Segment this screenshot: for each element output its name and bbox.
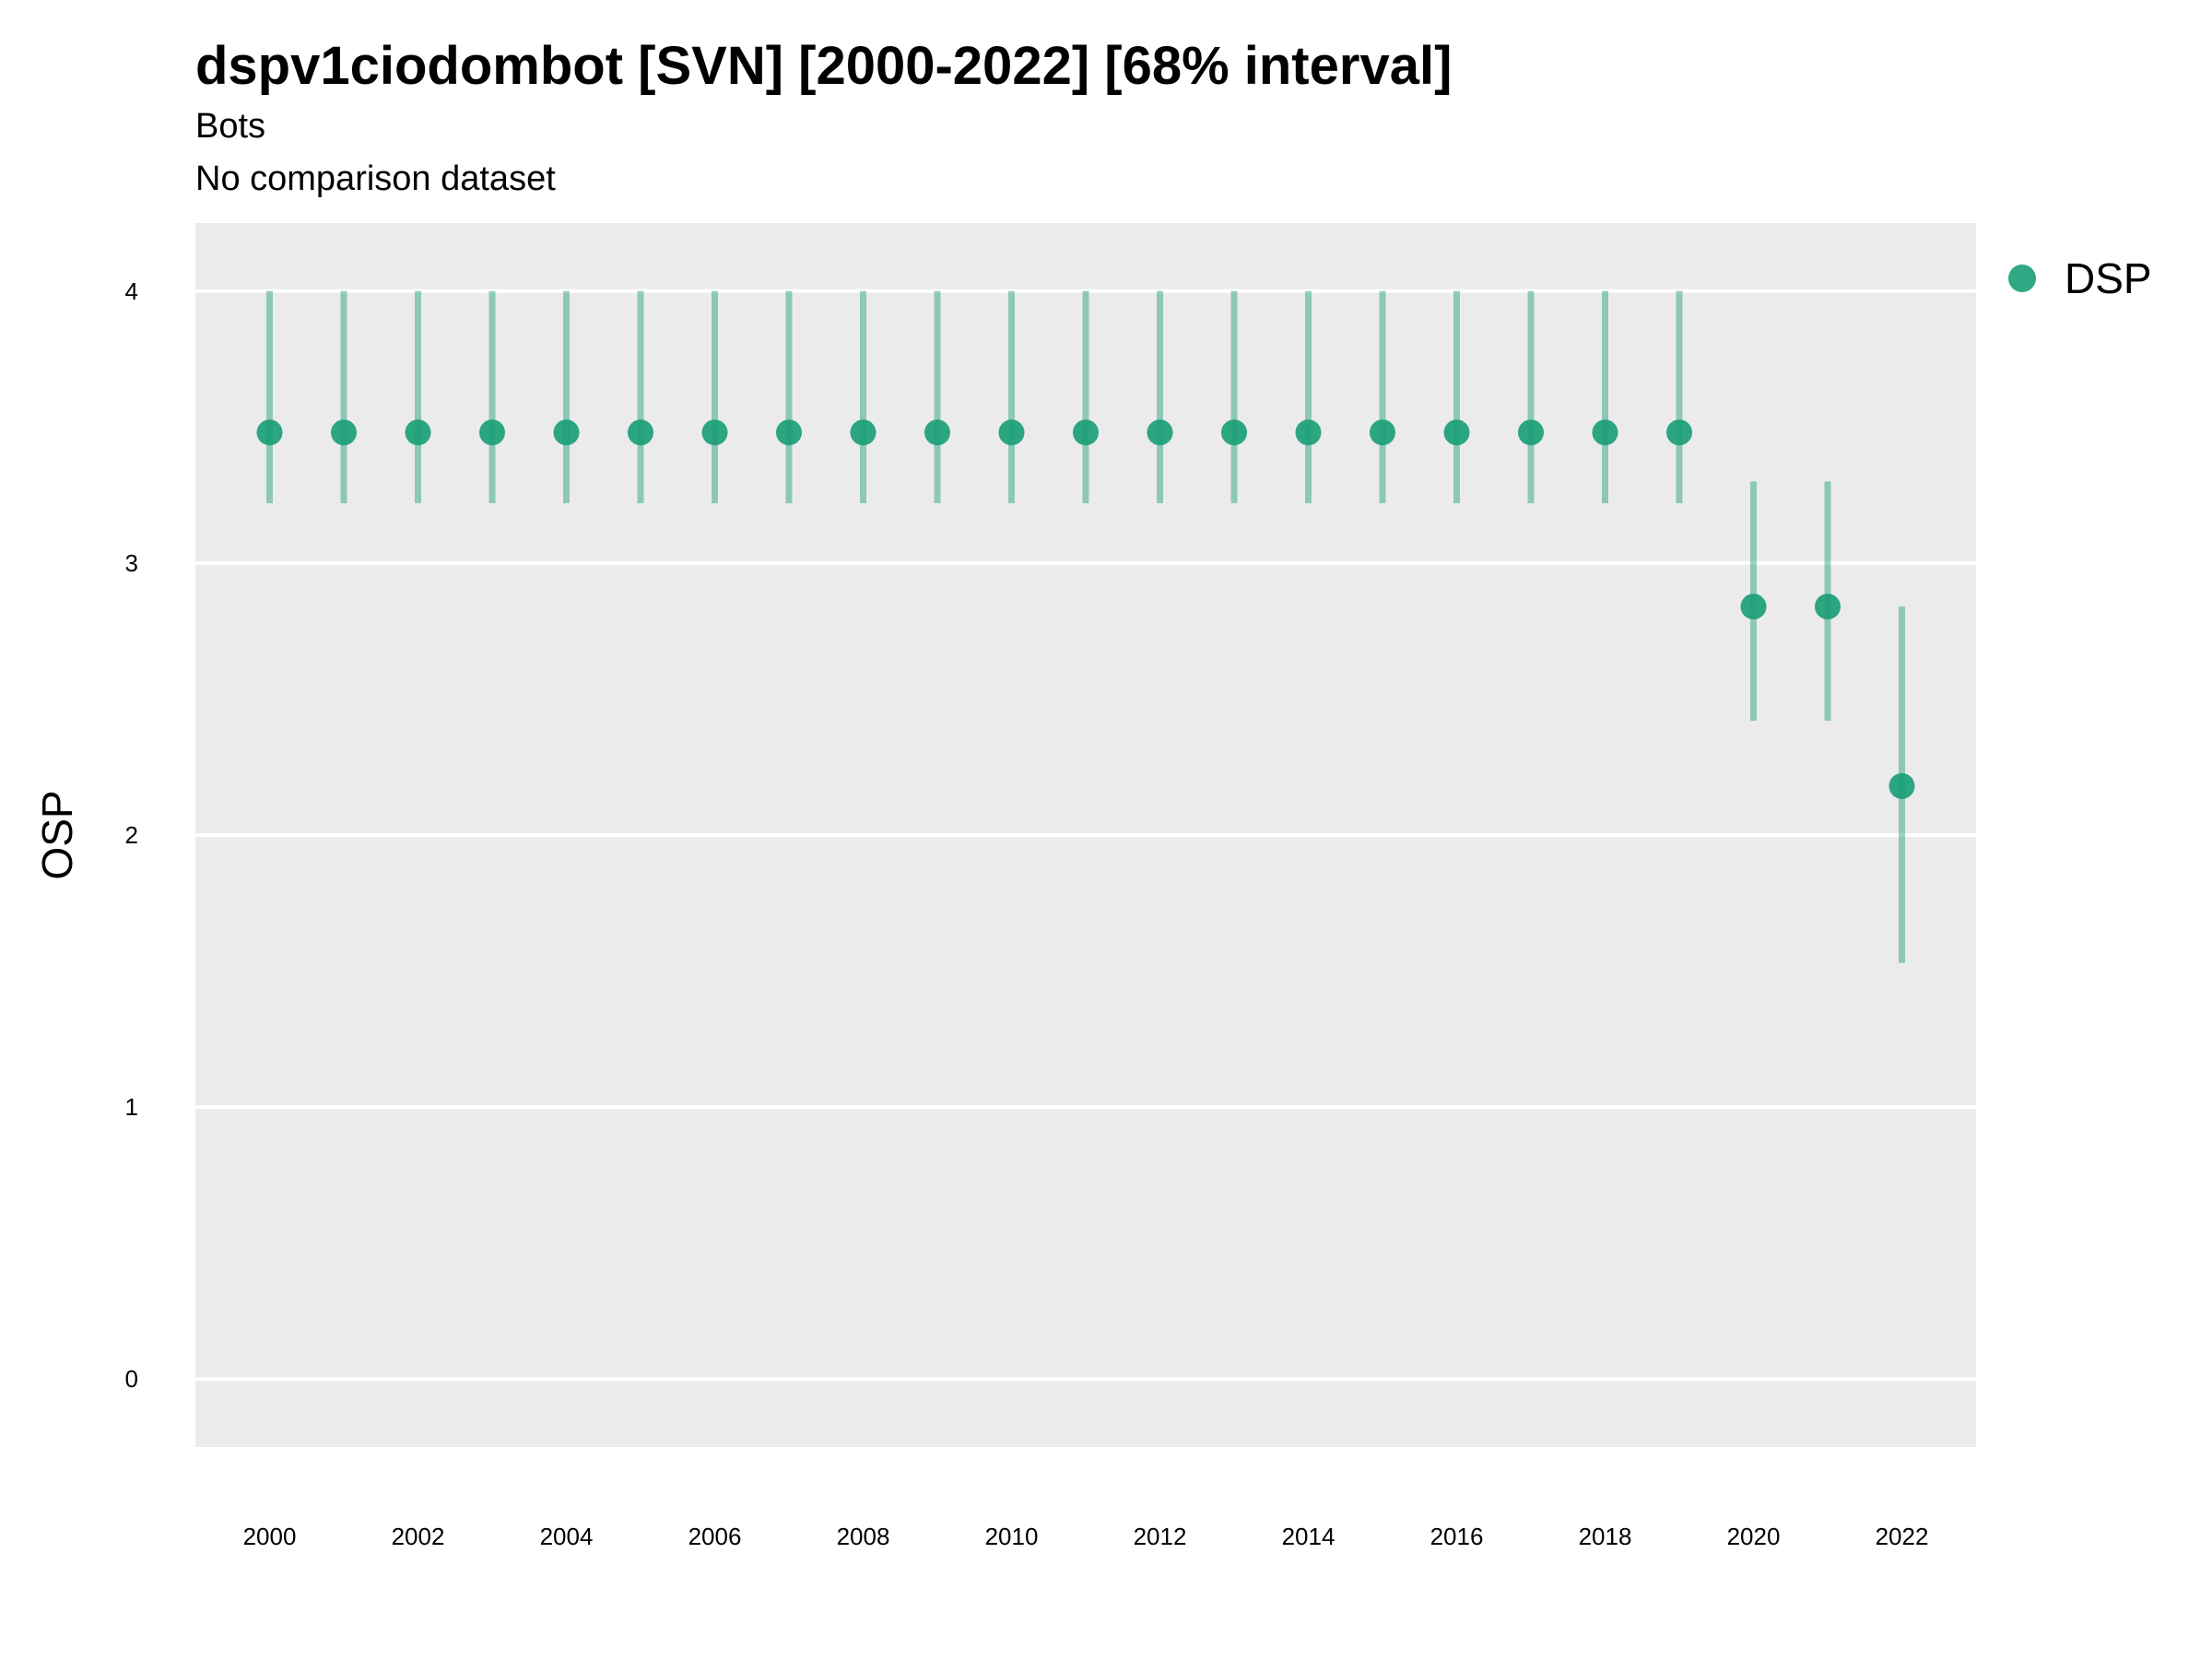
data-point bbox=[479, 419, 505, 446]
x-tick-label: 2010 bbox=[985, 1523, 1039, 1550]
x-tick-label: 2000 bbox=[243, 1523, 297, 1550]
data-point bbox=[1295, 419, 1322, 446]
x-tick-label: 2016 bbox=[1430, 1523, 1484, 1550]
error-bars bbox=[266, 290, 1905, 963]
legend-label-dsp: DSP bbox=[2065, 254, 2152, 302]
legend-swatch-dsp bbox=[2008, 265, 2036, 292]
data-point bbox=[405, 419, 431, 446]
y-tick-label: 3 bbox=[125, 549, 138, 577]
data-point bbox=[553, 419, 580, 446]
data-point bbox=[256, 419, 283, 446]
data-point bbox=[1443, 419, 1470, 446]
chart-caption: No comparison dataset bbox=[195, 159, 556, 198]
y-axis-ticks: 0 1 2 3 4 bbox=[125, 277, 138, 1393]
data-point bbox=[1815, 594, 1841, 620]
x-tick-label: 2008 bbox=[837, 1523, 890, 1550]
x-tick-label: 2006 bbox=[688, 1523, 742, 1550]
x-tick-label: 2004 bbox=[540, 1523, 594, 1550]
data-point bbox=[1370, 419, 1395, 446]
grid-lines bbox=[195, 288, 1976, 1382]
data-point bbox=[1740, 594, 1767, 620]
data-point bbox=[850, 419, 877, 446]
y-tick-label: 0 bbox=[125, 1365, 138, 1393]
chart-title: dspv1ciodombot [SVN] [2000-2022] [68% in… bbox=[195, 36, 1453, 96]
chart-subtitle: Bots bbox=[195, 107, 266, 146]
x-tick-label: 2012 bbox=[1134, 1523, 1187, 1550]
y-tick-label: 4 bbox=[125, 277, 138, 305]
data-point bbox=[331, 419, 357, 446]
legend: DSP bbox=[2008, 254, 2152, 302]
x-tick-label: 2020 bbox=[1727, 1523, 1781, 1550]
data-point bbox=[1221, 419, 1247, 446]
data-point bbox=[1592, 419, 1618, 446]
y-axis-title: OSP bbox=[33, 790, 81, 879]
x-tick-label: 2002 bbox=[392, 1523, 445, 1550]
data-point bbox=[998, 419, 1025, 446]
x-tick-label: 2014 bbox=[1282, 1523, 1335, 1550]
x-axis-ticks: 2000 2002 2004 2006 2008 2010 2012 2014 2016 2018… bbox=[243, 1523, 1929, 1550]
y-tick-label: 2 bbox=[125, 821, 138, 849]
x-tick-label: 2018 bbox=[1579, 1523, 1632, 1550]
data-point bbox=[1888, 772, 1915, 799]
data-point bbox=[1147, 419, 1173, 446]
data-points bbox=[256, 419, 1915, 799]
y-tick-label: 1 bbox=[125, 1093, 138, 1121]
data-point bbox=[701, 419, 728, 446]
data-point bbox=[924, 419, 950, 446]
data-point bbox=[628, 419, 653, 446]
x-tick-label: 2022 bbox=[1876, 1523, 1929, 1550]
data-point bbox=[1073, 419, 1099, 446]
data-point bbox=[1666, 419, 1692, 446]
data-point bbox=[776, 419, 802, 446]
data-point bbox=[1518, 419, 1544, 446]
